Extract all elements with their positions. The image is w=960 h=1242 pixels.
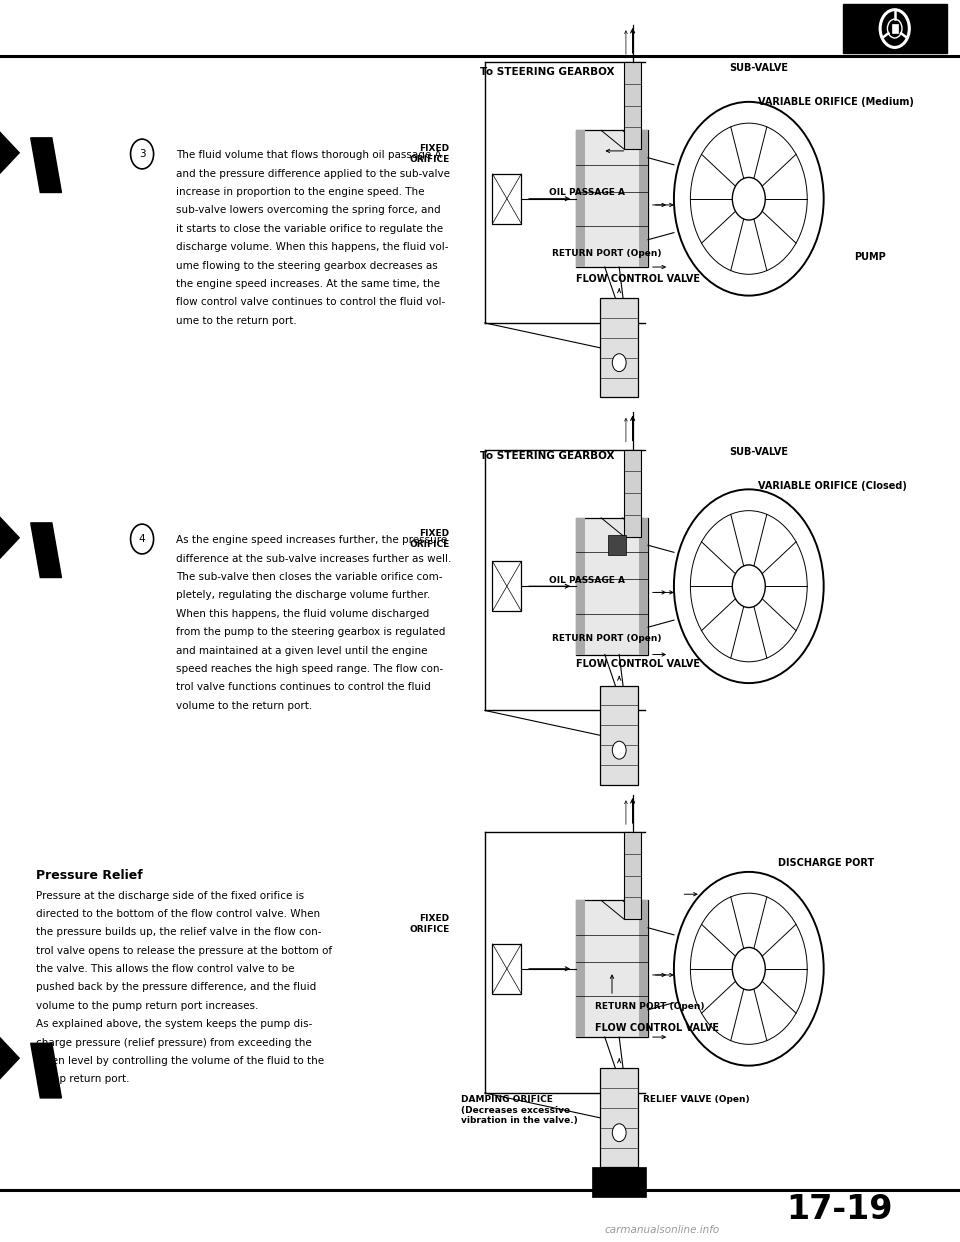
Bar: [892, 25, 898, 32]
Bar: [576, 518, 585, 655]
Text: To STEERING GEARBOX: To STEERING GEARBOX: [480, 67, 614, 77]
Text: increase in proportion to the engine speed. The: increase in proportion to the engine spe…: [176, 188, 424, 197]
Text: To STEERING GEARBOX: To STEERING GEARBOX: [480, 451, 614, 461]
Bar: [600, 1068, 638, 1167]
Bar: [639, 900, 648, 1037]
Text: pushed back by the pressure difference, and the fluid: pushed back by the pressure difference, …: [36, 982, 317, 992]
Text: FIXED
ORIFICE: FIXED ORIFICE: [409, 529, 449, 549]
Polygon shape: [31, 523, 61, 578]
Text: The fluid volume that flows thorough oil passage A: The fluid volume that flows thorough oil…: [176, 150, 442, 160]
Text: difference at the sub-valve increases further as well.: difference at the sub-valve increases fu…: [176, 554, 451, 564]
Polygon shape: [0, 509, 19, 566]
Polygon shape: [31, 1043, 61, 1098]
Text: speed reaches the high speed range. The flow con-: speed reaches the high speed range. The …: [176, 664, 443, 674]
Text: SUB-VALVE: SUB-VALVE: [730, 63, 788, 73]
Polygon shape: [0, 1030, 19, 1087]
Text: and maintained at a given level until the engine: and maintained at a given level until th…: [176, 646, 427, 656]
Text: SUB-VALVE: SUB-VALVE: [730, 447, 788, 457]
Circle shape: [612, 354, 626, 371]
Text: from the pump to the steering gearbox is regulated: from the pump to the steering gearbox is…: [176, 627, 445, 637]
Text: given level by controlling the volume of the fluid to the: given level by controlling the volume of…: [36, 1056, 324, 1066]
Bar: [639, 518, 648, 655]
Text: the engine speed increases. At the same time, the: the engine speed increases. At the same …: [176, 279, 440, 289]
Text: VARIABLE ORIFICE (Closed): VARIABLE ORIFICE (Closed): [758, 481, 907, 491]
Text: trol valve functions continues to control the fluid: trol valve functions continues to contro…: [176, 682, 430, 692]
Bar: [592, 1167, 646, 1197]
Text: flow control valve continues to control the fluid vol-: flow control valve continues to control …: [176, 297, 444, 307]
Text: PUMP: PUMP: [854, 252, 886, 262]
Bar: [576, 130, 585, 267]
Text: FLOW CONTROL VALVE: FLOW CONTROL VALVE: [576, 274, 700, 284]
Bar: [576, 518, 648, 655]
Text: sub-valve lowers overcoming the spring force, and: sub-valve lowers overcoming the spring f…: [176, 205, 441, 215]
Bar: [576, 130, 648, 267]
Text: 4: 4: [139, 534, 145, 544]
Text: Pressure at the discharge side of the fixed orifice is: Pressure at the discharge side of the fi…: [36, 891, 304, 900]
Text: FLOW CONTROL VALVE: FLOW CONTROL VALVE: [595, 1023, 719, 1033]
Bar: [624, 832, 641, 919]
Bar: [576, 900, 648, 1037]
Text: the valve. This allows the flow control valve to be: the valve. This allows the flow control …: [36, 964, 295, 974]
Bar: [843, 4, 947, 53]
Text: the pressure builds up, the relief valve in the flow con-: the pressure builds up, the relief valve…: [36, 928, 322, 938]
Text: OIL PASSAGE A: OIL PASSAGE A: [549, 575, 625, 585]
Circle shape: [732, 565, 765, 607]
Text: volume to the pump return port increases.: volume to the pump return port increases…: [36, 1001, 259, 1011]
Text: trol valve opens to release the pressure at the bottom of: trol valve opens to release the pressure…: [36, 945, 332, 955]
Circle shape: [612, 741, 626, 759]
Text: charge pressure (relief pressure) from exceeding the: charge pressure (relief pressure) from e…: [36, 1037, 312, 1047]
Bar: [624, 62, 641, 149]
Text: RETURN PORT (Open): RETURN PORT (Open): [595, 1001, 705, 1011]
Text: As the engine speed increases further, the pressure: As the engine speed increases further, t…: [176, 535, 447, 545]
Text: FIXED
ORIFICE: FIXED ORIFICE: [409, 144, 449, 164]
Bar: [492, 174, 521, 224]
Text: RETURN PORT (Open): RETURN PORT (Open): [552, 633, 661, 643]
Text: DISCHARGE PORT: DISCHARGE PORT: [778, 858, 874, 868]
Text: and the pressure difference applied to the sub-valve: and the pressure difference applied to t…: [176, 169, 449, 179]
Circle shape: [612, 1124, 626, 1141]
Text: RETURN PORT (Open): RETURN PORT (Open): [552, 248, 661, 258]
Bar: [492, 944, 521, 994]
Text: 17-19: 17-19: [787, 1194, 893, 1226]
Text: ume to the return port.: ume to the return port.: [176, 315, 297, 325]
Circle shape: [732, 178, 765, 220]
Text: discharge volume. When this happens, the fluid vol-: discharge volume. When this happens, the…: [176, 242, 448, 252]
Bar: [600, 298, 638, 397]
Circle shape: [732, 948, 765, 990]
Polygon shape: [31, 138, 61, 193]
Bar: [624, 450, 641, 537]
Polygon shape: [0, 124, 19, 181]
Text: When this happens, the fluid volume discharged: When this happens, the fluid volume disc…: [176, 609, 429, 619]
Text: VARIABLE ORIFICE (Medium): VARIABLE ORIFICE (Medium): [758, 97, 914, 107]
Text: carmanualsonline.info: carmanualsonline.info: [605, 1225, 720, 1235]
Text: it starts to close the variable orifice to regulate the: it starts to close the variable orifice …: [176, 224, 443, 233]
Text: ume flowing to the steering gearbox decreases as: ume flowing to the steering gearbox decr…: [176, 261, 438, 271]
Bar: [576, 900, 585, 1037]
Text: 3: 3: [139, 149, 145, 159]
Text: FLOW CONTROL VALVE: FLOW CONTROL VALVE: [576, 660, 700, 669]
Text: directed to the bottom of the flow control valve. When: directed to the bottom of the flow contr…: [36, 909, 321, 919]
Bar: [492, 561, 521, 611]
Text: DAMPING ORIFICE
(Decreases excessive
vibration in the valve.): DAMPING ORIFICE (Decreases excessive vib…: [461, 1095, 578, 1125]
Text: FIXED
ORIFICE: FIXED ORIFICE: [409, 914, 449, 934]
Bar: [609, 535, 627, 555]
Text: volume to the return port.: volume to the return port.: [176, 700, 312, 710]
Text: RELIEF VALVE (Open): RELIEF VALVE (Open): [643, 1095, 750, 1104]
Text: OIL PASSAGE A: OIL PASSAGE A: [549, 188, 625, 197]
Text: pletely, regulating the discharge volume further.: pletely, regulating the discharge volume…: [176, 590, 430, 600]
Text: Pressure Relief: Pressure Relief: [36, 869, 143, 882]
Bar: [600, 686, 638, 785]
Bar: [639, 130, 648, 267]
Text: As explained above, the system keeps the pump dis-: As explained above, the system keeps the…: [36, 1020, 313, 1030]
Text: The sub-valve then closes the variable orifice com-: The sub-valve then closes the variable o…: [176, 573, 443, 582]
Text: pump return port.: pump return port.: [36, 1074, 130, 1084]
